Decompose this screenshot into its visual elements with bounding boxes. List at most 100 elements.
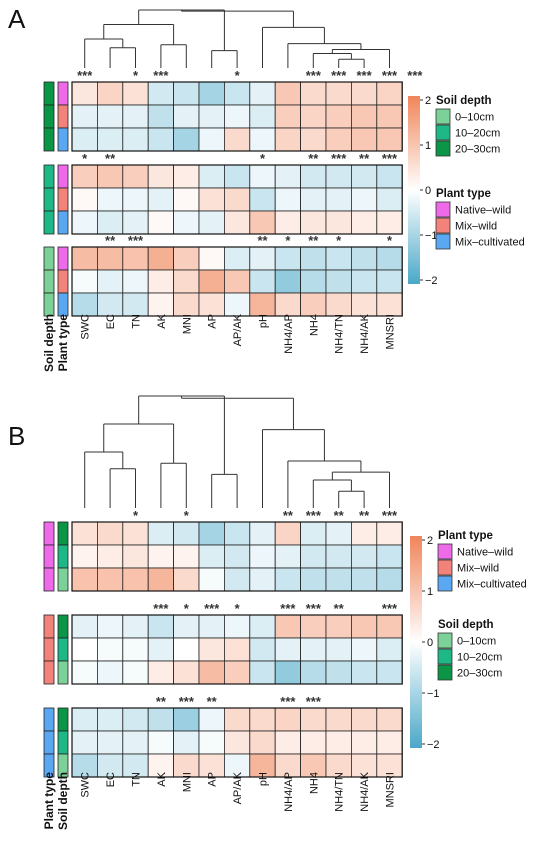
heatmap-block-border xyxy=(71,164,403,235)
heatmap-cell xyxy=(274,104,302,129)
heatmap-cell xyxy=(71,292,98,317)
heatmap-block-border xyxy=(71,614,403,685)
heatmap-cell xyxy=(198,104,225,129)
heatmap-cell xyxy=(122,660,149,685)
heatmap-cell xyxy=(249,81,276,106)
significance-stars: * xyxy=(184,601,190,616)
significance-stars: *** xyxy=(306,694,322,709)
legend-swatch xyxy=(435,108,451,125)
heatmap-block-border xyxy=(71,81,403,152)
heatmap-cell xyxy=(325,637,352,662)
heatmap-cell xyxy=(376,567,403,592)
significance-stars: *** xyxy=(331,151,347,166)
heatmap-cell xyxy=(350,187,378,212)
heatmap-cell xyxy=(249,292,276,317)
heatmap-cell xyxy=(274,567,302,592)
significance-stars: * xyxy=(285,233,291,248)
heatmap-cell xyxy=(325,544,352,569)
heatmap-cell xyxy=(147,292,174,317)
heatmap-cell xyxy=(147,730,174,755)
heatmap-cell xyxy=(71,81,98,106)
heatmap-cell xyxy=(376,246,403,271)
heatmap-cell xyxy=(350,521,378,546)
heatmap-cell xyxy=(97,246,124,271)
plant-type-annotation-cell xyxy=(43,614,55,639)
heatmap-cell xyxy=(350,81,378,106)
legend-swatch xyxy=(437,648,453,665)
heatmap-cell xyxy=(376,81,403,106)
heatmap-cell xyxy=(350,544,378,569)
heatmap-cell xyxy=(300,544,327,569)
plant-type-annotation-cell xyxy=(43,521,55,546)
heatmap-cell xyxy=(122,246,149,271)
heatmap-cell xyxy=(97,637,124,662)
soil-depth-annotation-cell xyxy=(43,127,55,152)
heatmap-cell xyxy=(274,544,302,569)
heatmap-cell xyxy=(376,164,403,189)
heatmap-cell xyxy=(350,164,378,189)
heatmap-cell xyxy=(122,269,149,294)
soil-depth-annotation-cell xyxy=(57,521,69,546)
significance-stars: ** xyxy=(308,233,319,248)
plant-type-annotation-cell xyxy=(43,730,55,755)
heatmap-cell xyxy=(122,187,149,212)
plant-type-annotation-cell xyxy=(43,660,55,685)
plant-type-annotation-cell xyxy=(57,210,69,235)
heatmap-cell xyxy=(173,660,200,685)
heatmap-cell xyxy=(147,637,174,662)
heatmap-cell xyxy=(173,730,200,755)
heatmap-cell xyxy=(97,127,124,152)
column-label: NH4/AK xyxy=(359,313,371,353)
plant-type-annotation-cell xyxy=(57,164,69,189)
heatmap-cell xyxy=(249,544,276,569)
heatmap-cell xyxy=(376,660,403,685)
heatmap-cell xyxy=(223,544,251,569)
heatmap-cell xyxy=(97,269,124,294)
soil-depth-annotation-cell xyxy=(43,246,55,271)
column-label: EC xyxy=(105,314,117,329)
significance-stars: ** xyxy=(156,694,167,709)
heatmap-cell xyxy=(71,544,98,569)
heatmap-cell xyxy=(223,187,251,212)
column-label: NH4/TN xyxy=(334,772,346,812)
heatmap-cell xyxy=(350,104,378,129)
heatmap-cell xyxy=(97,292,124,317)
heatmap-cell xyxy=(300,567,327,592)
heatmap-cell xyxy=(376,707,403,732)
heatmap-cell xyxy=(249,660,276,685)
heatmap-cell xyxy=(147,707,174,732)
significance-stars: * xyxy=(235,601,241,616)
significance-stars: * xyxy=(260,151,266,166)
annotation-track-label: Soil depth xyxy=(56,772,70,830)
significance-stars: *** xyxy=(407,68,423,83)
significance-stars: *** xyxy=(306,601,322,616)
heatmap-cell xyxy=(71,521,98,546)
heatmap-cell xyxy=(300,104,327,129)
column-dendrogram xyxy=(84,395,390,508)
significance-stars: ** xyxy=(283,508,294,523)
significance-stars: * xyxy=(133,68,139,83)
heatmap-cell xyxy=(122,567,149,592)
significance-stars: ** xyxy=(105,151,116,166)
significance-stars: ** xyxy=(334,601,345,616)
significance-stars: *** xyxy=(77,68,93,83)
significance-stars: *** xyxy=(306,68,322,83)
heatmap-cell xyxy=(325,567,352,592)
heatmap-cell xyxy=(249,567,276,592)
significance-stars: * xyxy=(235,68,241,83)
column-label: MNSRI xyxy=(385,772,397,807)
column-label: EC xyxy=(105,772,117,787)
heatmap-cell xyxy=(274,637,302,662)
plant-type-annotation-cell xyxy=(57,292,69,317)
annotation-track-label: Plant type xyxy=(42,772,56,830)
heatmap-cell xyxy=(122,730,149,755)
plant-type-annotation-cell xyxy=(43,544,55,569)
heatmap-cell xyxy=(173,614,200,639)
heatmap-cell xyxy=(350,567,378,592)
heatmap-cell xyxy=(274,81,302,106)
heatmap-cell xyxy=(71,210,98,235)
heatmap-cell xyxy=(198,614,225,639)
heatmap-cell xyxy=(198,637,225,662)
plant-type-annotation-cell xyxy=(43,567,55,592)
column-label: AP xyxy=(207,314,219,329)
